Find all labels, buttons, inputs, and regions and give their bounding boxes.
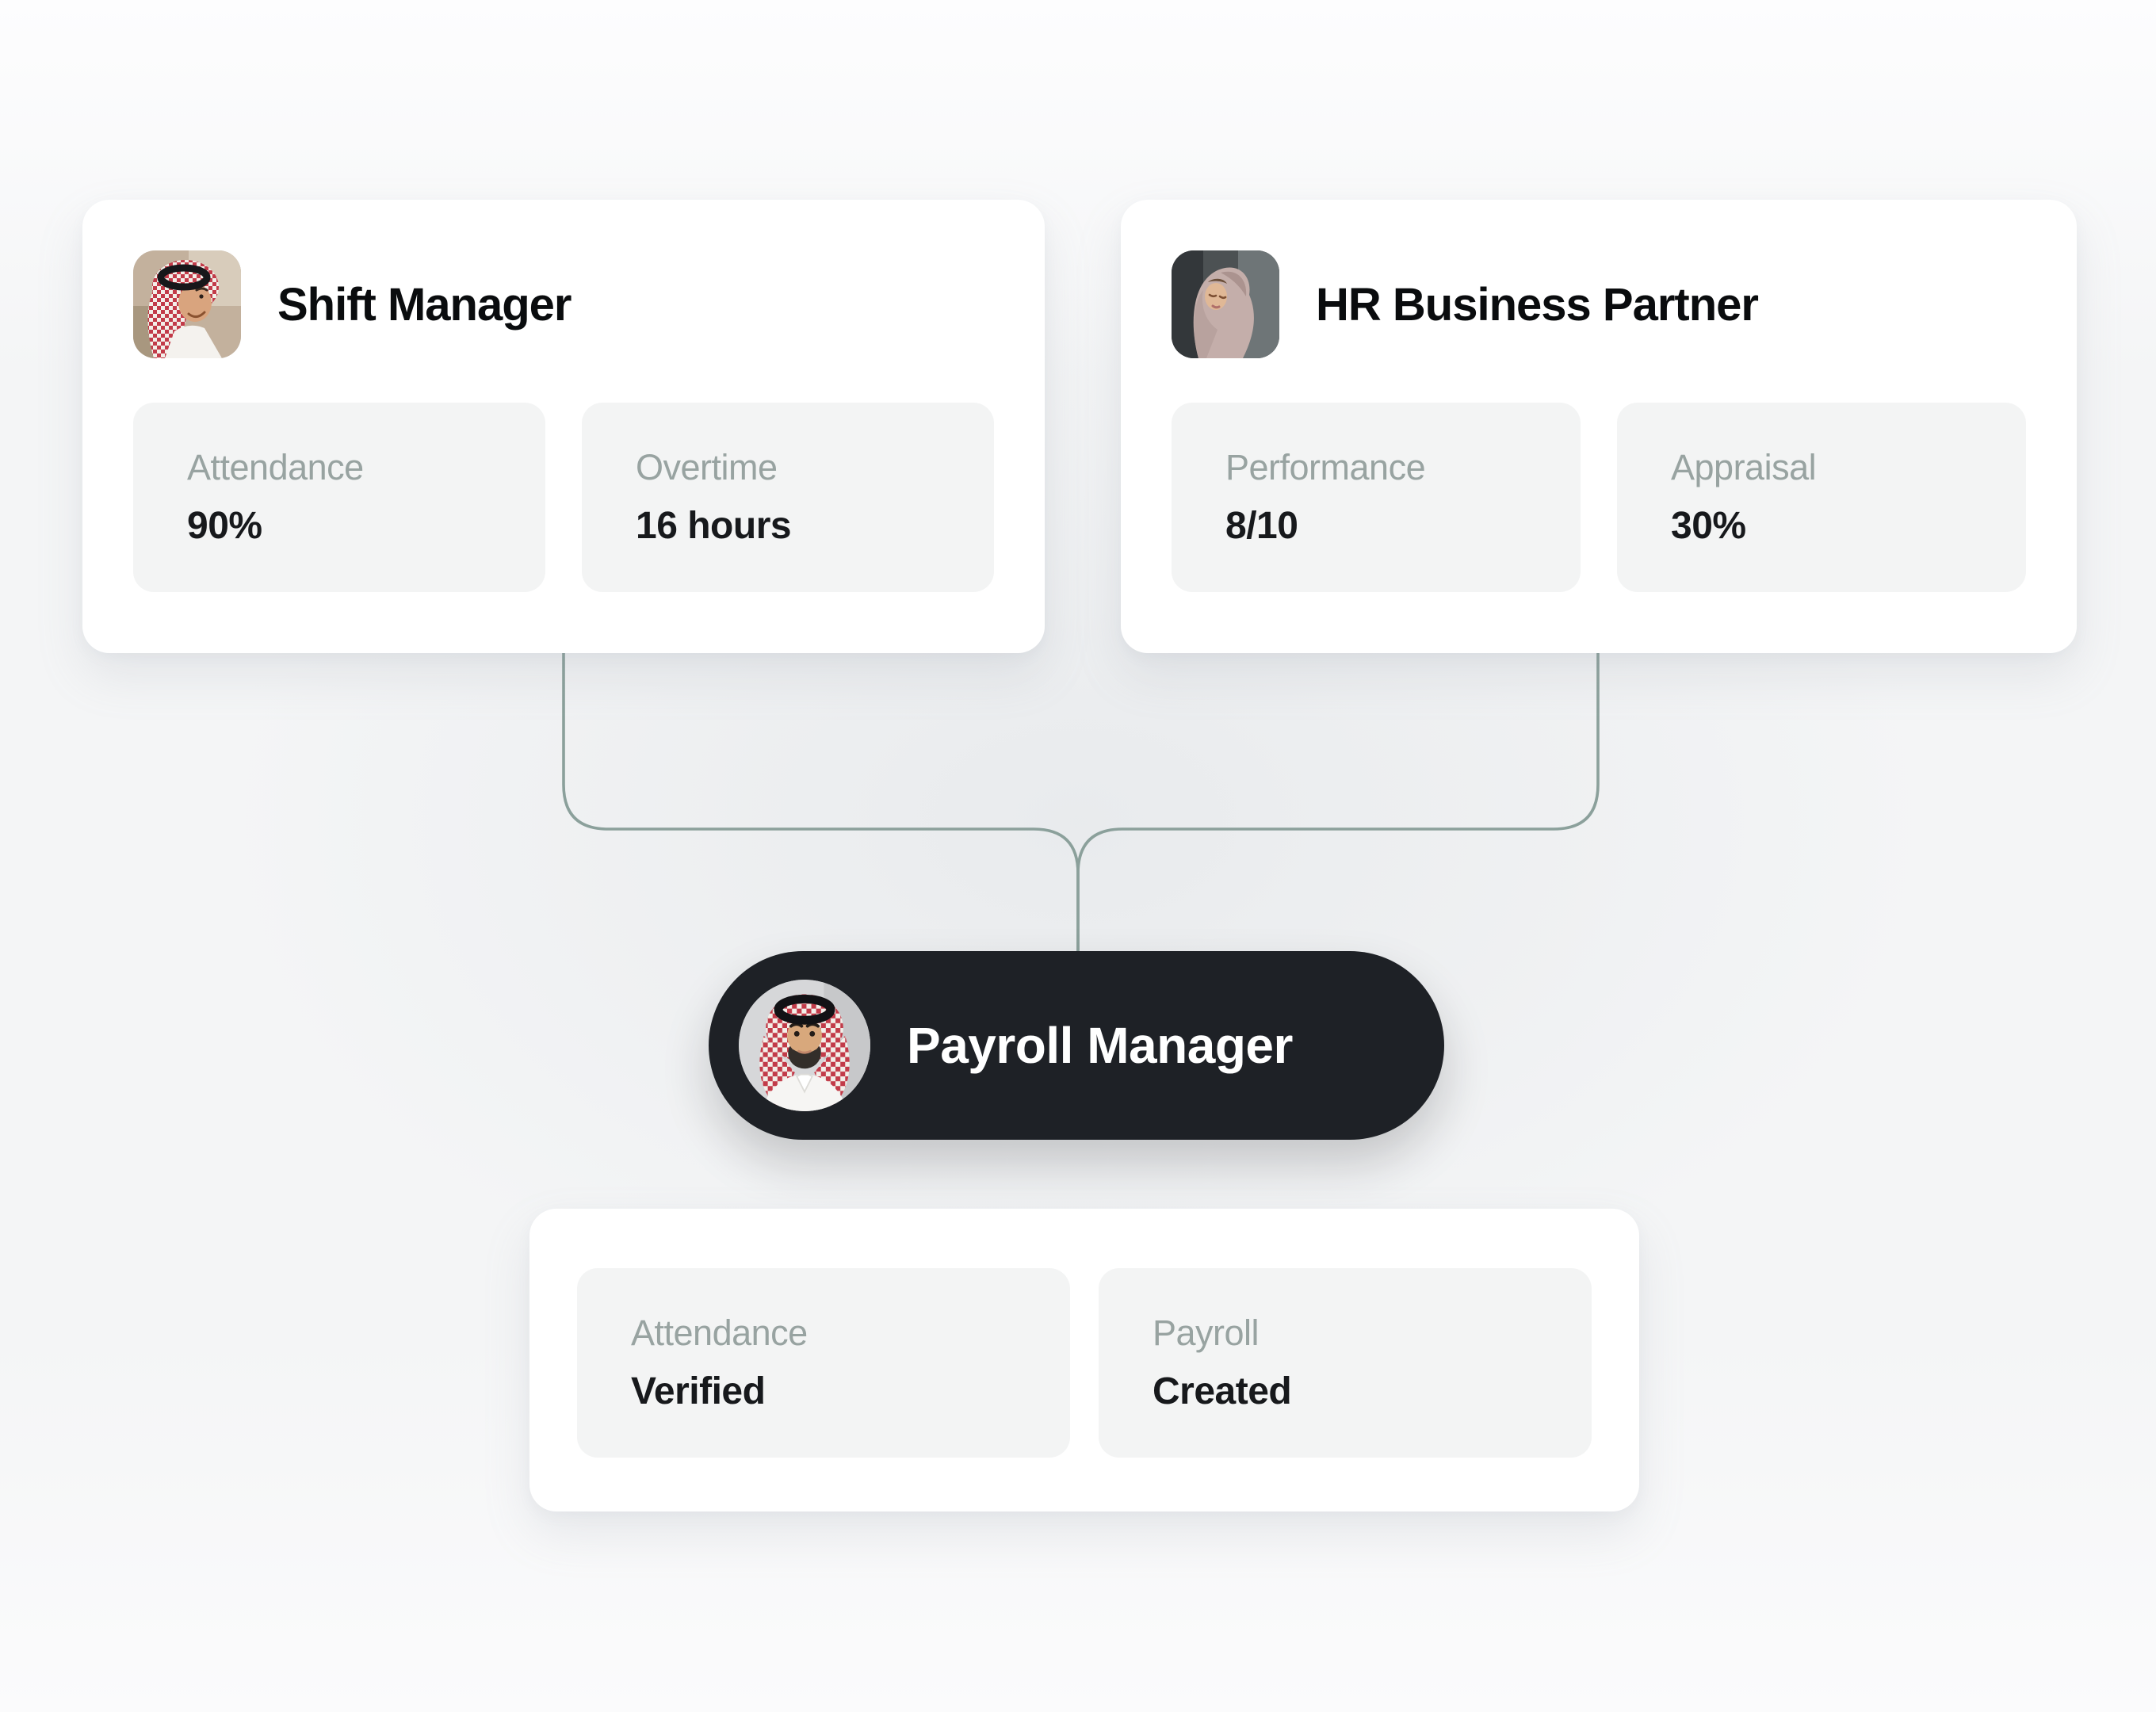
connector-right bbox=[1076, 652, 1600, 953]
stat-label: Payroll bbox=[1153, 1313, 1260, 1353]
node-title: HR Business Partner bbox=[1316, 278, 1759, 331]
node-shift-manager: Shift Manager Attendance 90% Overtime 16… bbox=[82, 200, 1045, 653]
stat-value: Created bbox=[1153, 1370, 1292, 1412]
node-header: Shift Manager bbox=[133, 250, 994, 358]
node-stats: Attendance Verified Payroll Created bbox=[577, 1268, 1592, 1458]
connector-left bbox=[562, 652, 1080, 953]
stat-label: Attendance bbox=[187, 447, 364, 487]
stat-value: 30% bbox=[1671, 505, 1746, 547]
saudi-man-red-keffiyeh-avatar bbox=[133, 250, 241, 358]
node-title: Shift Manager bbox=[277, 278, 571, 331]
stat-overtime: Overtime 16 hours bbox=[582, 403, 994, 592]
stat-attendance: Attendance 90% bbox=[133, 403, 545, 592]
stat-payroll-status: Payroll Created bbox=[1099, 1268, 1592, 1458]
stat-label: Overtime bbox=[636, 447, 778, 487]
stat-label: Appraisal bbox=[1671, 447, 1817, 487]
node-header: HR Business Partner bbox=[1172, 250, 2026, 358]
node-title: Payroll Manager bbox=[907, 1017, 1293, 1074]
stat-value: Verified bbox=[631, 1370, 766, 1412]
stat-value: 90% bbox=[187, 505, 262, 547]
stat-attendance-status: Attendance Verified bbox=[577, 1268, 1070, 1458]
stat-value: 16 hours bbox=[636, 505, 792, 547]
stat-label: Attendance bbox=[631, 1313, 808, 1353]
node-hr-business-partner: HR Business Partner Performance 8/10 App… bbox=[1121, 200, 2077, 653]
stat-label: Performance bbox=[1225, 447, 1426, 487]
saudi-man-beard-keffiyeh-avatar bbox=[739, 980, 870, 1111]
node-stats: Attendance 90% Overtime 16 hours bbox=[133, 403, 994, 592]
woman-hijab-avatar bbox=[1172, 250, 1279, 358]
node-payroll-manager: Payroll Manager bbox=[709, 951, 1444, 1140]
stat-appraisal: Appraisal 30% bbox=[1617, 403, 2026, 592]
stat-performance: Performance 8/10 bbox=[1172, 403, 1581, 592]
node-stats: Performance 8/10 Appraisal 30% bbox=[1172, 403, 2026, 592]
stat-value: 8/10 bbox=[1225, 505, 1298, 547]
payroll-results-card: Attendance Verified Payroll Created bbox=[529, 1209, 1639, 1511]
